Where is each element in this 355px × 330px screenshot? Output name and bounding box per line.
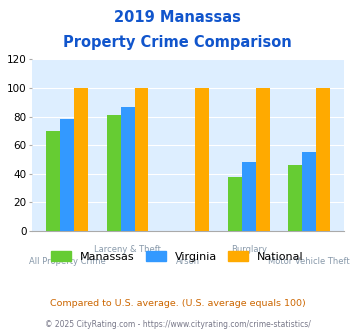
Bar: [242, 162, 256, 231]
Bar: [256, 88, 269, 231]
Bar: [121, 107, 135, 231]
Bar: [46, 131, 60, 231]
Bar: [74, 88, 88, 231]
Bar: [228, 177, 242, 231]
Text: All Property Crime: All Property Crime: [29, 257, 105, 266]
Text: Arson: Arson: [176, 257, 200, 266]
Text: Larceny & Theft: Larceny & Theft: [94, 245, 161, 254]
Bar: [195, 88, 209, 231]
Text: © 2025 CityRating.com - https://www.cityrating.com/crime-statistics/: © 2025 CityRating.com - https://www.city…: [45, 320, 310, 329]
Text: 2019 Manassas: 2019 Manassas: [114, 10, 241, 25]
Bar: [288, 165, 302, 231]
Text: Burglary: Burglary: [231, 245, 267, 254]
Text: Compared to U.S. average. (U.S. average equals 100): Compared to U.S. average. (U.S. average …: [50, 299, 305, 308]
Bar: [316, 88, 330, 231]
Bar: [135, 88, 148, 231]
Text: Property Crime Comparison: Property Crime Comparison: [63, 35, 292, 50]
Bar: [107, 115, 121, 231]
Bar: [60, 119, 74, 231]
Bar: [302, 152, 316, 231]
Legend: Manassas, Virginia, National: Manassas, Virginia, National: [47, 247, 308, 267]
Text: Motor Vehicle Theft: Motor Vehicle Theft: [268, 257, 350, 266]
